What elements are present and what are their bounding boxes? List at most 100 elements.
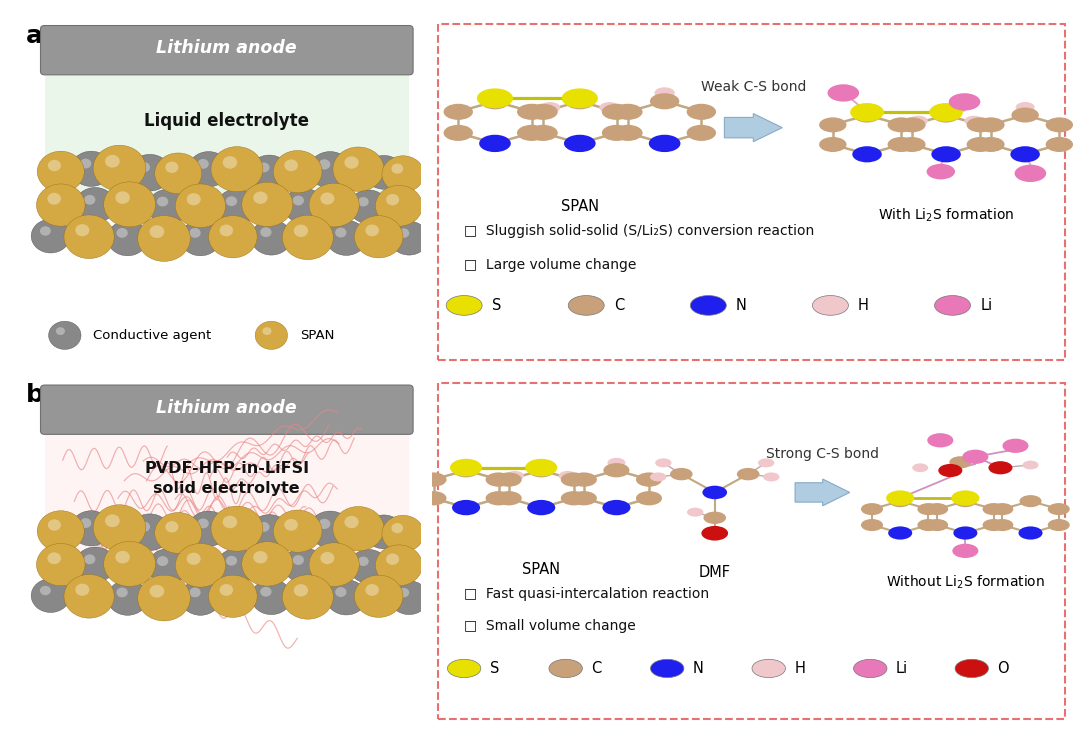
Circle shape bbox=[208, 216, 257, 258]
Circle shape bbox=[117, 228, 127, 238]
Circle shape bbox=[31, 219, 70, 253]
Circle shape bbox=[37, 544, 85, 586]
Circle shape bbox=[528, 125, 557, 141]
Circle shape bbox=[977, 137, 1004, 152]
Circle shape bbox=[899, 137, 926, 152]
Circle shape bbox=[365, 515, 404, 549]
Text: Li: Li bbox=[896, 661, 908, 676]
Circle shape bbox=[929, 103, 963, 121]
Circle shape bbox=[365, 225, 379, 237]
Circle shape bbox=[374, 522, 384, 532]
Circle shape bbox=[447, 659, 481, 678]
Circle shape bbox=[64, 574, 114, 618]
FancyBboxPatch shape bbox=[438, 24, 1065, 360]
Circle shape bbox=[962, 449, 988, 464]
Circle shape bbox=[687, 508, 703, 517]
Circle shape bbox=[549, 659, 582, 678]
Circle shape bbox=[861, 519, 883, 531]
Circle shape bbox=[1045, 137, 1074, 152]
Circle shape bbox=[129, 514, 171, 551]
Circle shape bbox=[273, 151, 322, 192]
Circle shape bbox=[198, 518, 208, 528]
Circle shape bbox=[49, 321, 81, 349]
Circle shape bbox=[208, 575, 257, 617]
Circle shape bbox=[889, 495, 912, 507]
FancyBboxPatch shape bbox=[44, 71, 409, 205]
Circle shape bbox=[187, 193, 201, 205]
Circle shape bbox=[927, 503, 948, 515]
Circle shape bbox=[188, 511, 229, 546]
Circle shape bbox=[258, 522, 270, 532]
Circle shape bbox=[260, 227, 271, 237]
Circle shape bbox=[955, 495, 976, 507]
Circle shape bbox=[951, 491, 980, 506]
Circle shape bbox=[283, 548, 324, 583]
Circle shape bbox=[1011, 108, 1039, 123]
Circle shape bbox=[219, 584, 233, 596]
Circle shape bbox=[349, 550, 388, 583]
Circle shape bbox=[188, 151, 229, 187]
Circle shape bbox=[48, 160, 60, 172]
Circle shape bbox=[528, 463, 554, 477]
Circle shape bbox=[365, 156, 404, 189]
Circle shape bbox=[365, 584, 379, 596]
Circle shape bbox=[187, 553, 201, 565]
Text: With Li$_2$S formation: With Li$_2$S formation bbox=[878, 207, 1014, 224]
Circle shape bbox=[105, 155, 120, 168]
Circle shape bbox=[602, 125, 631, 141]
Circle shape bbox=[148, 549, 188, 584]
Circle shape bbox=[453, 463, 480, 477]
Circle shape bbox=[84, 554, 95, 564]
Text: DMF: DMF bbox=[699, 565, 731, 580]
Text: SPAN: SPAN bbox=[522, 562, 561, 577]
Circle shape bbox=[294, 584, 308, 596]
Circle shape bbox=[129, 154, 171, 191]
Circle shape bbox=[258, 163, 270, 172]
Circle shape bbox=[1018, 527, 1042, 539]
Circle shape bbox=[934, 296, 971, 315]
Circle shape bbox=[319, 160, 330, 169]
Circle shape bbox=[37, 184, 85, 226]
Circle shape bbox=[702, 485, 727, 499]
Circle shape bbox=[309, 543, 360, 586]
Circle shape bbox=[138, 575, 190, 621]
Circle shape bbox=[988, 461, 1012, 474]
Circle shape bbox=[252, 220, 292, 255]
Circle shape bbox=[1023, 461, 1039, 470]
Text: Weak C-S bond: Weak C-S bond bbox=[701, 80, 806, 94]
Circle shape bbox=[254, 551, 268, 563]
Circle shape bbox=[48, 192, 60, 204]
Circle shape bbox=[650, 93, 679, 109]
Circle shape bbox=[211, 147, 262, 192]
Circle shape bbox=[1015, 102, 1035, 112]
Circle shape bbox=[242, 542, 293, 586]
Circle shape bbox=[157, 557, 168, 566]
FancyBboxPatch shape bbox=[41, 25, 414, 75]
Circle shape bbox=[284, 160, 298, 172]
Circle shape bbox=[326, 580, 366, 615]
Circle shape bbox=[149, 585, 164, 598]
Circle shape bbox=[909, 116, 928, 126]
Circle shape bbox=[967, 118, 994, 133]
Text: □  Sluggish solid-solid (S/Li₂S) conversion reaction: □ Sluggish solid-solid (S/Li₂S) conversi… bbox=[464, 225, 814, 238]
Circle shape bbox=[242, 182, 293, 226]
Circle shape bbox=[887, 491, 915, 506]
Text: SPAN: SPAN bbox=[300, 329, 334, 342]
Circle shape bbox=[138, 162, 150, 172]
Circle shape bbox=[138, 521, 150, 532]
Circle shape bbox=[282, 574, 334, 619]
Circle shape bbox=[76, 583, 90, 596]
Circle shape bbox=[284, 519, 298, 531]
Circle shape bbox=[525, 459, 557, 476]
Circle shape bbox=[262, 327, 271, 335]
Circle shape bbox=[382, 515, 424, 552]
Circle shape bbox=[604, 463, 630, 477]
Circle shape bbox=[636, 491, 662, 506]
Circle shape bbox=[321, 552, 335, 564]
Circle shape bbox=[149, 225, 164, 238]
Circle shape bbox=[967, 137, 994, 152]
Circle shape bbox=[571, 491, 597, 506]
Text: Lithium anode: Lithium anode bbox=[157, 399, 297, 417]
Circle shape bbox=[321, 192, 335, 204]
Text: a: a bbox=[26, 24, 43, 48]
